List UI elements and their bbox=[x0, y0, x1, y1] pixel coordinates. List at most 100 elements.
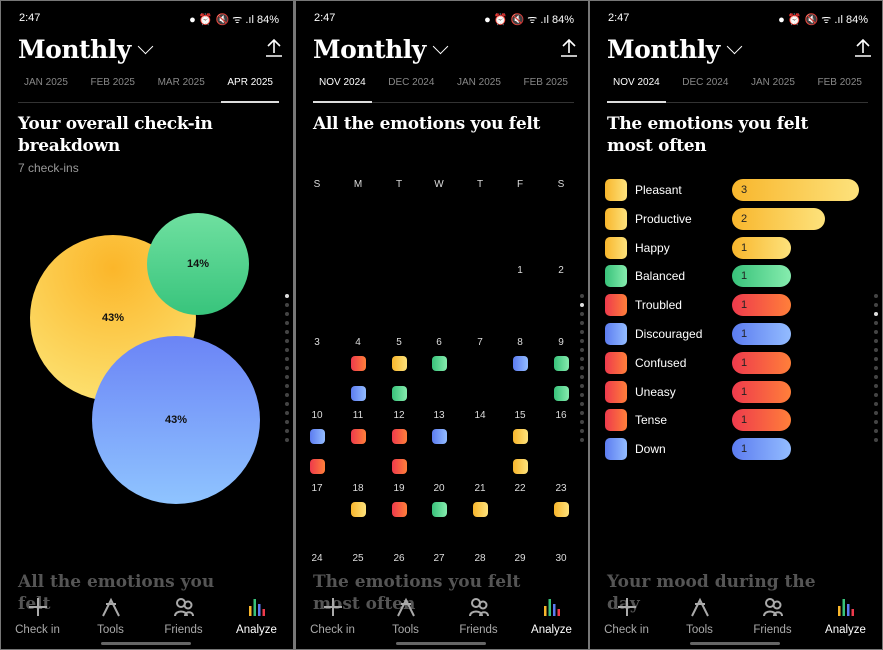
nav-check-in[interactable]: Check in bbox=[298, 593, 368, 637]
emotion-red-icon[interactable] bbox=[392, 502, 407, 517]
nav-analyze[interactable]: Analyze bbox=[222, 593, 292, 637]
chevron-down-icon[interactable] bbox=[726, 38, 743, 55]
tab-nov-2024[interactable]: NOV 2024 bbox=[313, 77, 372, 103]
scroll-dot[interactable] bbox=[285, 339, 289, 343]
period-selector[interactable]: Monthly bbox=[18, 35, 154, 64]
scroll-dot[interactable] bbox=[580, 357, 584, 361]
tab-jan-2025[interactable]: JAN 2025 bbox=[457, 77, 501, 88]
calendar-day[interactable]: 27 bbox=[433, 553, 445, 564]
emotion-red-icon[interactable] bbox=[392, 459, 407, 474]
emotion-red-icon[interactable] bbox=[310, 459, 325, 474]
nav-tools[interactable]: Tools bbox=[665, 593, 735, 637]
calendar-day[interactable]: 8 bbox=[517, 337, 523, 348]
scroll-dot[interactable] bbox=[874, 375, 878, 379]
calendar-day[interactable]: 14 bbox=[474, 410, 486, 421]
calendar-day[interactable]: 26 bbox=[393, 553, 405, 564]
share-icon[interactable] bbox=[560, 38, 578, 58]
calendar-day[interactable]: 21 bbox=[474, 483, 486, 494]
tab-dec-2024[interactable]: DEC 2024 bbox=[682, 77, 729, 88]
calendar-day[interactable]: 15 bbox=[514, 410, 526, 421]
scroll-dot[interactable] bbox=[580, 303, 584, 307]
home-indicator[interactable] bbox=[396, 642, 486, 645]
calendar-day[interactable]: 28 bbox=[474, 553, 486, 564]
calendar-day[interactable]: 5 bbox=[396, 337, 402, 348]
page-scroll-indicator[interactable] bbox=[874, 294, 879, 447]
emotion-green-icon[interactable] bbox=[392, 386, 407, 401]
emotion-yellow-icon[interactable] bbox=[473, 502, 488, 517]
tab-apr-2025[interactable]: APR 2025 bbox=[221, 77, 279, 103]
scroll-dot[interactable] bbox=[874, 294, 878, 298]
nav-friends[interactable]: Friends bbox=[444, 593, 514, 637]
scroll-dot[interactable] bbox=[580, 402, 584, 406]
nav-friends[interactable]: Friends bbox=[149, 593, 219, 637]
calendar-day[interactable]: 30 bbox=[555, 553, 567, 564]
emotion-yellow-icon[interactable] bbox=[554, 502, 569, 517]
calendar-day[interactable]: 17 bbox=[311, 483, 323, 494]
calendar-day[interactable]: 11 bbox=[352, 410, 364, 421]
calendar-day[interactable]: 24 bbox=[311, 553, 323, 564]
nav-check-in[interactable]: Check in bbox=[3, 593, 73, 637]
emotion-blue-icon[interactable] bbox=[310, 429, 325, 444]
scroll-dot[interactable] bbox=[874, 429, 878, 433]
scroll-dot[interactable] bbox=[580, 375, 584, 379]
calendar-day[interactable]: 4 bbox=[355, 337, 361, 348]
emotion-yellow-icon[interactable] bbox=[513, 429, 528, 444]
calendar-day[interactable]: 13 bbox=[433, 410, 445, 421]
scroll-dot[interactable] bbox=[580, 438, 584, 442]
period-selector[interactable]: Monthly bbox=[313, 35, 449, 64]
scroll-dot[interactable] bbox=[285, 375, 289, 379]
page-scroll-indicator[interactable] bbox=[580, 294, 585, 447]
emotion-blue-icon[interactable] bbox=[432, 429, 447, 444]
page-scroll-indicator[interactable] bbox=[285, 294, 290, 447]
tab-jan-2025[interactable]: JAN 2025 bbox=[751, 77, 795, 88]
scroll-dot[interactable] bbox=[874, 312, 878, 316]
scroll-dot[interactable] bbox=[874, 330, 878, 334]
scroll-dot[interactable] bbox=[285, 321, 289, 325]
nav-tools[interactable]: Tools bbox=[371, 593, 441, 637]
emotion-yellow-icon[interactable] bbox=[392, 356, 407, 371]
home-indicator[interactable] bbox=[690, 642, 780, 645]
scroll-dot[interactable] bbox=[285, 330, 289, 334]
nav-tools[interactable]: Tools bbox=[76, 593, 146, 637]
scroll-dot[interactable] bbox=[874, 402, 878, 406]
scroll-dot[interactable] bbox=[285, 357, 289, 361]
emotion-green-icon[interactable] bbox=[554, 386, 569, 401]
scroll-dot[interactable] bbox=[580, 348, 584, 352]
chevron-down-icon[interactable] bbox=[137, 38, 154, 55]
calendar-day[interactable]: 2 bbox=[558, 265, 564, 276]
scroll-dot[interactable] bbox=[874, 384, 878, 388]
calendar-day[interactable]: 1 bbox=[517, 265, 523, 276]
calendar-day[interactable]: 23 bbox=[555, 483, 567, 494]
calendar-day[interactable]: 22 bbox=[514, 483, 526, 494]
tab-feb-2025[interactable]: FEB 2025 bbox=[817, 77, 862, 88]
emotion-yellow-icon[interactable] bbox=[351, 502, 366, 517]
scroll-dot[interactable] bbox=[580, 393, 584, 397]
scroll-dot[interactable] bbox=[285, 366, 289, 370]
calendar-day[interactable]: 20 bbox=[433, 483, 445, 494]
share-icon[interactable] bbox=[854, 38, 872, 58]
scroll-dot[interactable] bbox=[874, 420, 878, 424]
scroll-dot[interactable] bbox=[285, 402, 289, 406]
emotion-blue-icon[interactable] bbox=[351, 386, 366, 401]
emotion-red-icon[interactable] bbox=[351, 356, 366, 371]
scroll-dot[interactable] bbox=[874, 321, 878, 325]
scroll-dot[interactable] bbox=[285, 294, 289, 298]
calendar-day[interactable]: 7 bbox=[477, 337, 483, 348]
scroll-dot[interactable] bbox=[580, 312, 584, 316]
tab-feb-2025[interactable]: FEB 2025 bbox=[523, 77, 568, 88]
scroll-dot[interactable] bbox=[580, 294, 584, 298]
scroll-dot[interactable] bbox=[580, 411, 584, 415]
scroll-dot[interactable] bbox=[285, 348, 289, 352]
emotion-green-icon[interactable] bbox=[432, 356, 447, 371]
calendar-day[interactable]: 9 bbox=[558, 337, 564, 348]
scroll-dot[interactable] bbox=[580, 429, 584, 433]
calendar-day[interactable]: 19 bbox=[393, 483, 405, 494]
nav-check-in[interactable]: Check in bbox=[592, 593, 662, 637]
calendar-day[interactable]: 10 bbox=[311, 410, 323, 421]
tab-nov-2024[interactable]: NOV 2024 bbox=[607, 77, 666, 103]
scroll-dot[interactable] bbox=[285, 429, 289, 433]
calendar-day[interactable]: 16 bbox=[555, 410, 567, 421]
scroll-dot[interactable] bbox=[285, 384, 289, 388]
scroll-dot[interactable] bbox=[285, 393, 289, 397]
scroll-dot[interactable] bbox=[285, 303, 289, 307]
